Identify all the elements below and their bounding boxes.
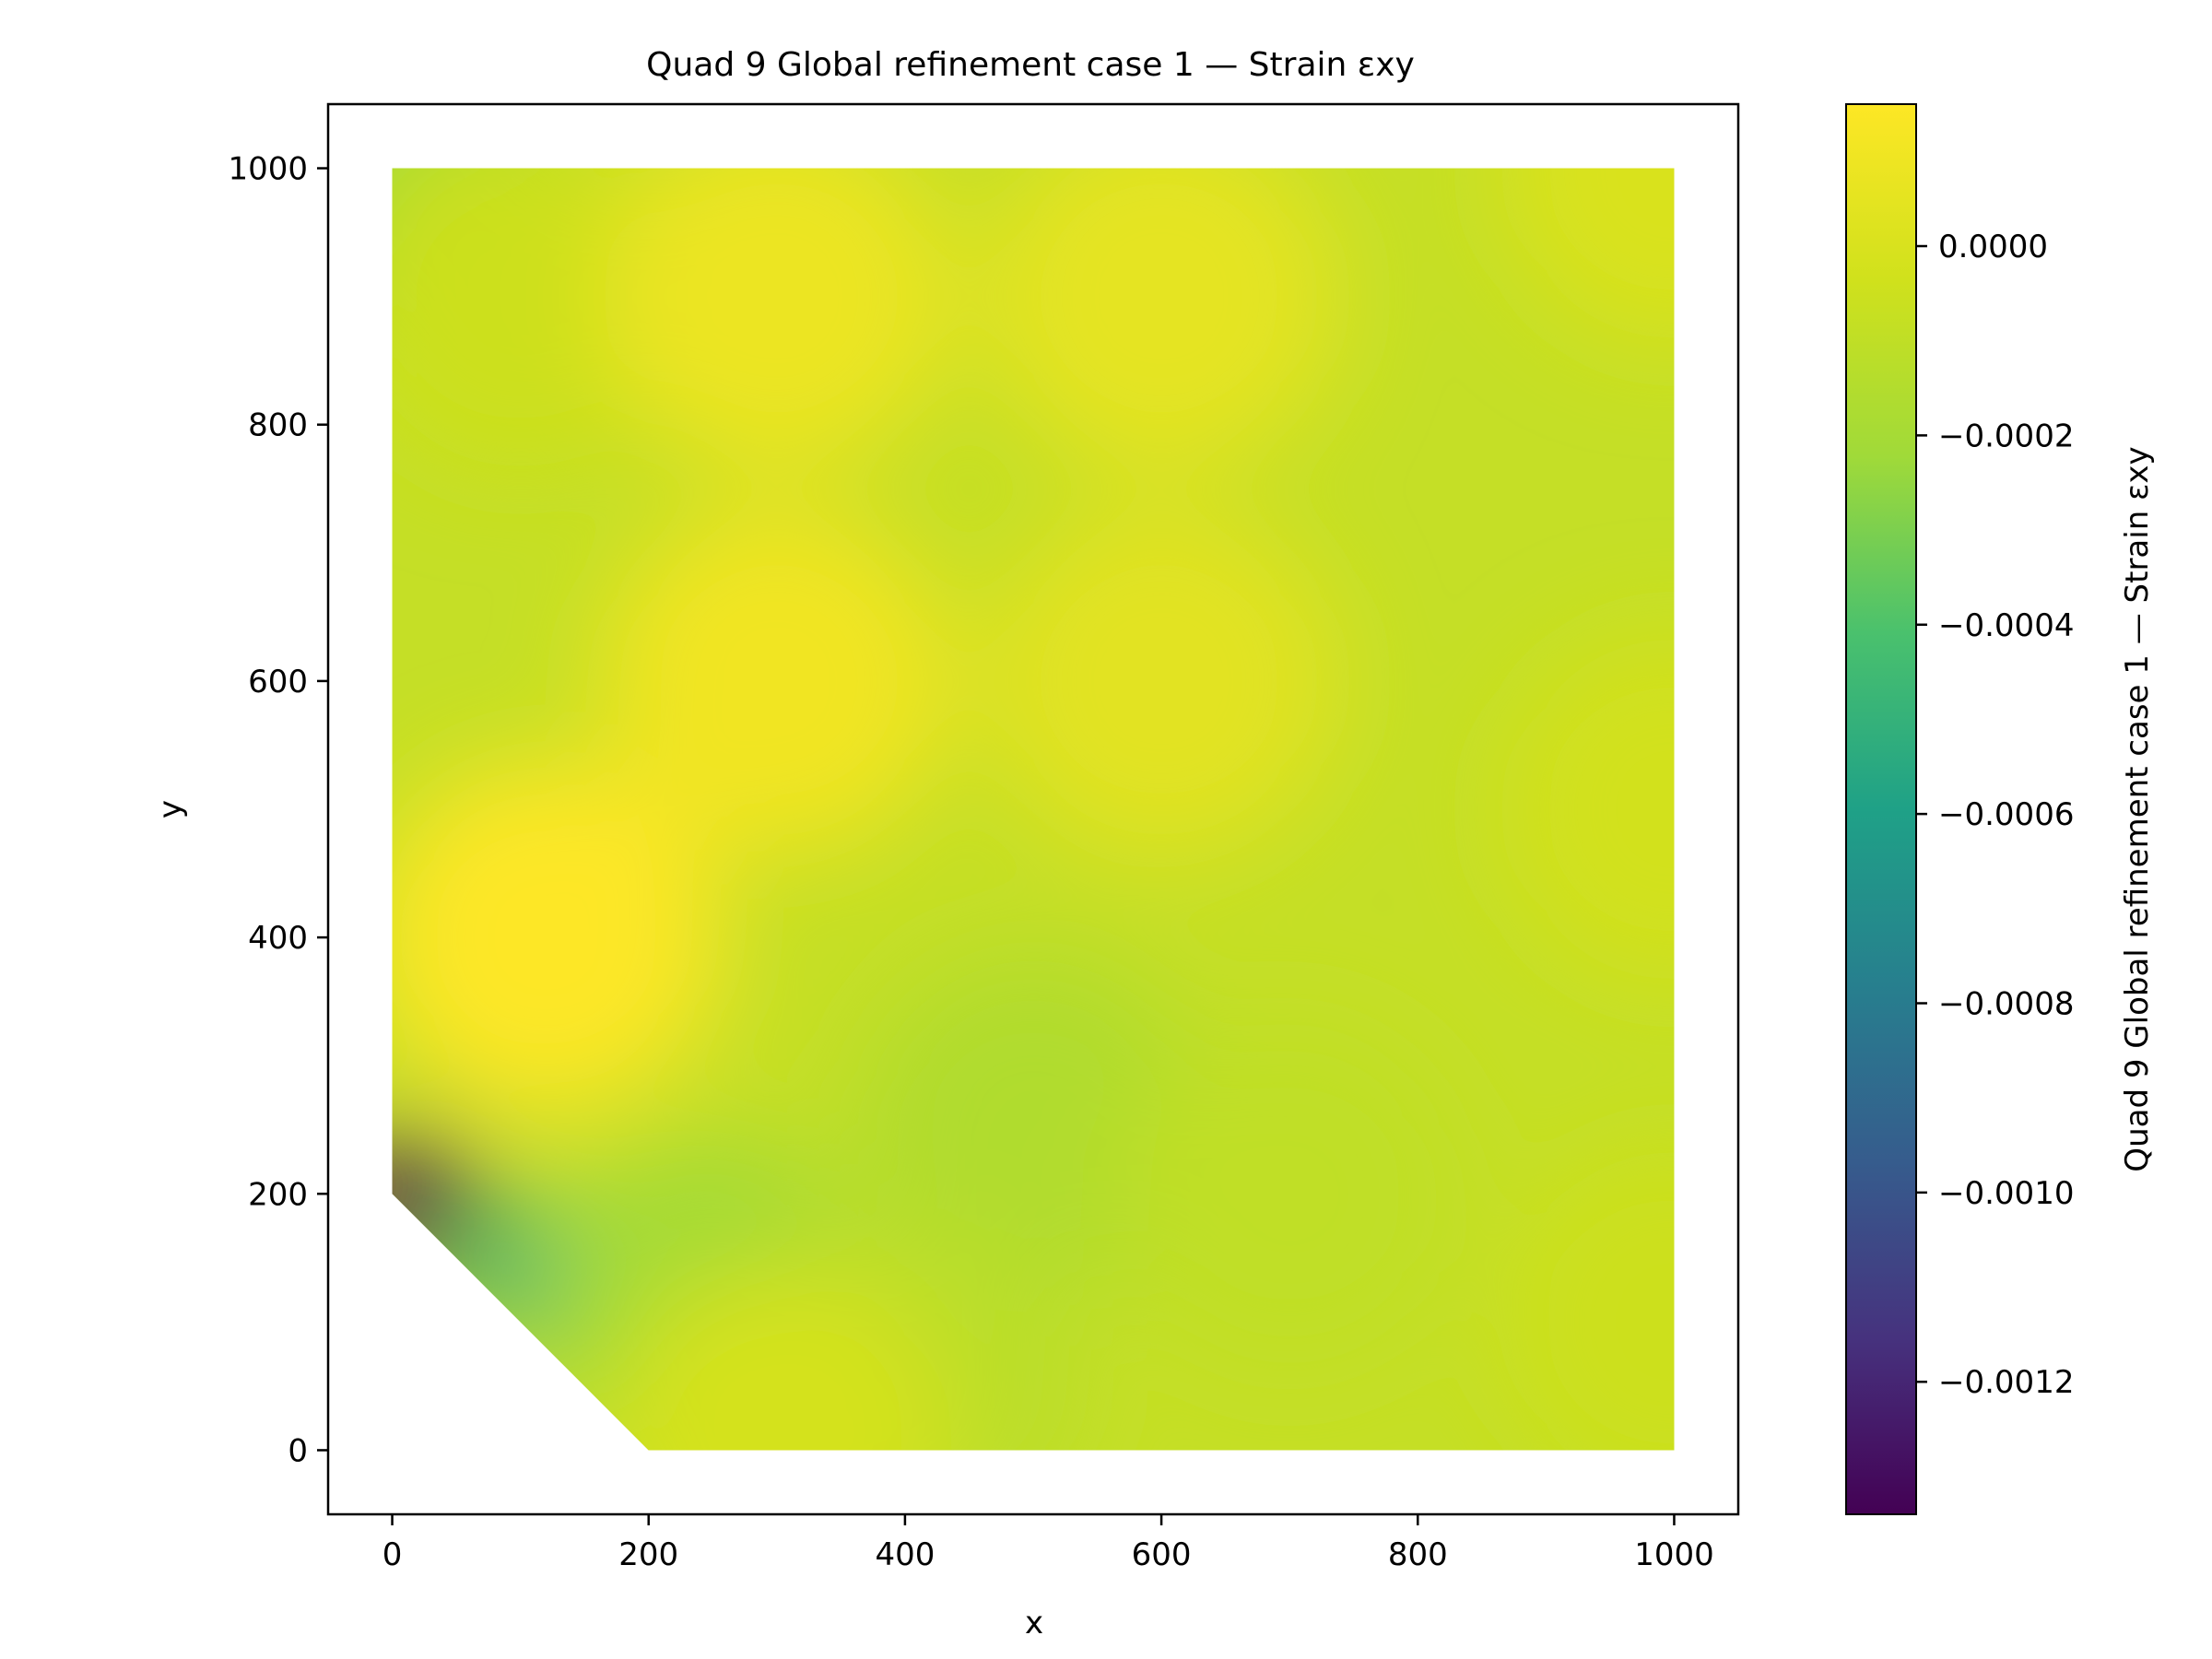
field-sample-1 — [392, 168, 696, 472]
field-sample-16 — [601, 1262, 952, 1451]
field-sample-4 — [1499, 168, 1675, 344]
x-tick-label: 0 — [382, 1536, 403, 1573]
colorbar-tick-label: −0.0010 — [1938, 1175, 2074, 1212]
y-tick-label: 200 — [248, 1176, 308, 1213]
field-sample-5 — [392, 762, 722, 1113]
plot-area: 0 200 400 600 800 1000 0 200 400 600 800 1000 — [228, 102, 1740, 1573]
plot-frame — [326, 102, 1740, 1516]
field-sample-11 — [1499, 1147, 1675, 1451]
y-tick-label: 0 — [288, 1432, 308, 1469]
y-tick-label: 600 — [248, 664, 308, 700]
y-axis-ticks: 0 200 400 600 800 1000 — [228, 151, 328, 1469]
colorbar-tick-label: −0.0004 — [1938, 607, 2074, 644]
y-tick-label: 1000 — [228, 151, 308, 188]
x-axis-label: x — [1025, 1605, 1043, 1641]
colorbar-gradient — [1845, 103, 1917, 1515]
chart-title: Quad 9 Global refinement case 1 — Strain… — [646, 46, 1415, 84]
colorbar-tick-label: 0.0000 — [1938, 229, 2048, 265]
colorbar-tick-label: −0.0012 — [1938, 1364, 2074, 1401]
x-axis-ticks: 0 200 400 600 800 1000 — [382, 1514, 1714, 1573]
field-sample-2 — [601, 168, 952, 472]
field-sample-8 — [1499, 634, 1675, 984]
x-tick-label: 1000 — [1634, 1536, 1714, 1573]
x-tick-label: 600 — [1132, 1536, 1192, 1573]
x-tick-label: 400 — [875, 1536, 935, 1573]
colorbar-label: Quad 9 Global refinement case 1 — Strain… — [2119, 446, 2156, 1171]
field-sample-10 — [1114, 1018, 1465, 1370]
colorbar-ticks: 0.0000 −0.0002 −0.0004 −0.0006 −0.0008 −0.001… — [1916, 229, 2074, 1401]
field-sample-7 — [986, 505, 1337, 856]
y-tick-label: 400 — [248, 920, 308, 957]
y-axis-label: y — [152, 800, 189, 818]
field-sample-6 — [601, 505, 952, 856]
x-tick-label: 200 — [618, 1536, 678, 1573]
colorbar-tick-label: −0.0002 — [1938, 418, 2074, 454]
colorbar-tick-label: −0.0006 — [1938, 796, 2074, 833]
colorbar-tick-label: −0.0008 — [1938, 986, 2074, 1023]
y-tick-label: 800 — [248, 407, 308, 444]
field-sample-3 — [986, 168, 1337, 472]
field-sample-12 — [392, 1135, 470, 1265]
strain-field — [392, 168, 1675, 1451]
colorbar: 0.0000 −0.0002 −0.0004 −0.0006 −0.0008 −0.001… — [1845, 103, 2156, 1515]
x-tick-label: 800 — [1388, 1536, 1448, 1573]
